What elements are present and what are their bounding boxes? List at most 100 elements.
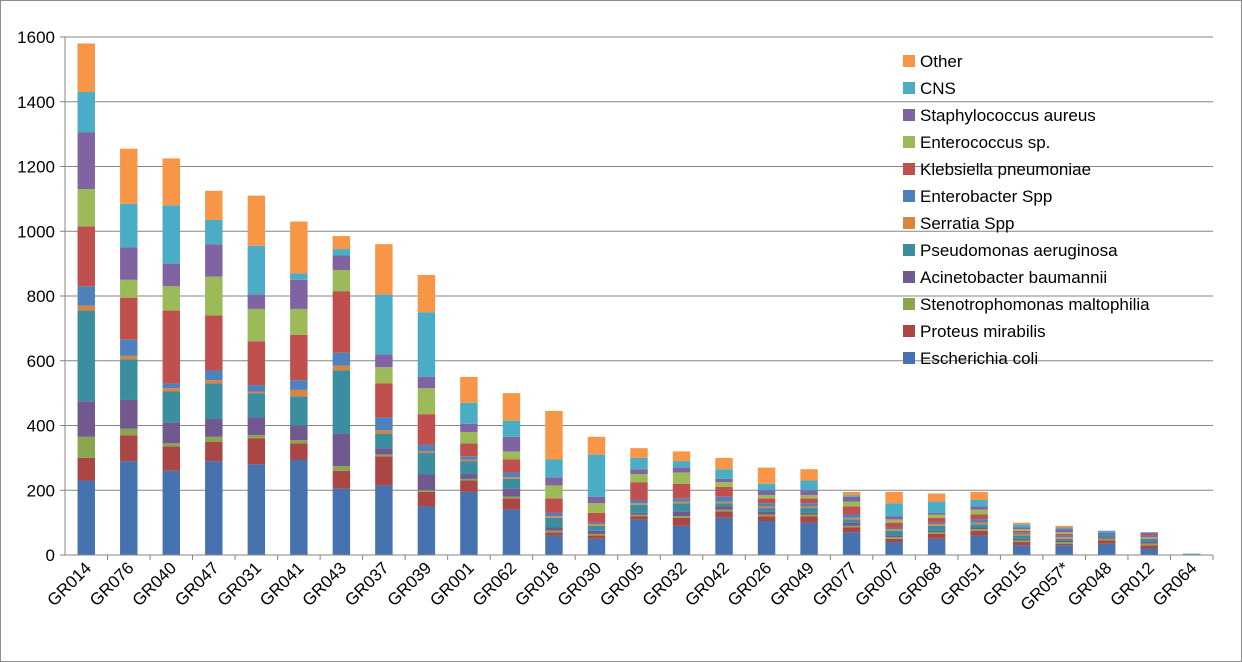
bar-segment xyxy=(672,461,691,468)
bar-segment xyxy=(1012,540,1031,543)
bar-segment xyxy=(247,438,266,465)
bar-segment xyxy=(332,291,351,353)
x-tick-label: GR041 xyxy=(256,558,308,610)
bar-segment xyxy=(205,244,223,277)
bar-segment xyxy=(205,315,223,371)
bar-segment xyxy=(205,190,223,220)
bar-segment xyxy=(290,221,308,274)
bar-segment xyxy=(545,527,563,531)
bar-segment xyxy=(757,498,776,504)
bar-segment xyxy=(885,542,903,555)
bar-segment xyxy=(672,501,691,504)
bar-segment xyxy=(757,467,776,484)
bar-segment xyxy=(927,525,946,531)
legend-label: Stenotrophomonas maltophilia xyxy=(920,295,1150,314)
bar-segment xyxy=(1012,542,1031,546)
bar-segment xyxy=(970,519,988,523)
bar-segment xyxy=(715,511,733,518)
bar-segment xyxy=(630,469,648,475)
bar-segment xyxy=(1140,545,1158,549)
y-axis-ticks: 0 200 400 600 800 1000 1200 1400 1600 xyxy=(17,28,65,565)
bar-segment xyxy=(1097,532,1116,534)
bar-segment xyxy=(970,514,988,520)
bar-segment xyxy=(290,440,308,444)
bar-segment xyxy=(1097,540,1116,544)
bar-segment xyxy=(247,245,266,295)
bar-segment xyxy=(460,443,478,457)
legend-swatch xyxy=(903,325,915,337)
bar-segment xyxy=(842,501,861,507)
bar-segment xyxy=(545,485,563,499)
bar-segment xyxy=(290,389,308,397)
bar-segment xyxy=(162,470,181,555)
bar-segment xyxy=(375,456,393,486)
bar-segment xyxy=(332,370,351,434)
bar-segment xyxy=(842,517,861,520)
bar-segment xyxy=(247,341,266,386)
bar-segment xyxy=(800,503,818,507)
bar-segment xyxy=(77,132,95,190)
bar-segment xyxy=(332,465,351,471)
bar-segment xyxy=(970,509,988,515)
bar-segment xyxy=(460,423,478,432)
bar-segment xyxy=(1140,537,1158,539)
bar-segment xyxy=(1055,527,1073,530)
bar-segment xyxy=(332,249,351,256)
legend-swatch xyxy=(903,244,915,256)
bar-segment xyxy=(800,506,818,509)
legend-swatch xyxy=(903,55,915,67)
bar-segment xyxy=(715,457,733,470)
bar-segment xyxy=(715,517,733,555)
bar-segment xyxy=(842,514,861,518)
x-tick-label: GR007 xyxy=(851,558,903,610)
bar-segment xyxy=(757,495,776,499)
x-tick-label: GR047 xyxy=(171,558,223,610)
x-tick-label: GR001 xyxy=(426,558,478,610)
legend-swatch xyxy=(903,298,915,310)
bar-segment xyxy=(290,380,308,390)
bar-segment xyxy=(885,529,903,531)
bar-segment xyxy=(502,420,521,437)
bar-segment xyxy=(1055,529,1073,533)
bar-segment xyxy=(460,459,478,462)
legend-label: Staphylococcus aureus xyxy=(920,106,1096,125)
bar-segment xyxy=(417,490,436,492)
bar-segment xyxy=(800,469,818,481)
legend-swatch xyxy=(903,109,915,121)
bar-segment xyxy=(715,478,733,483)
bar-segment xyxy=(672,516,691,518)
bar-segment xyxy=(1055,533,1073,536)
bar-segment xyxy=(332,470,351,489)
bar-segment xyxy=(1183,553,1201,555)
bar-segment xyxy=(1055,525,1073,528)
x-tick-label: GR018 xyxy=(511,558,563,610)
bar-segment xyxy=(927,532,946,534)
bar-segment xyxy=(1097,543,1116,555)
bar-segment xyxy=(332,236,351,250)
bar-segment xyxy=(290,443,308,460)
bar-segment xyxy=(970,499,988,507)
bar-segment xyxy=(842,506,861,515)
legend-swatch xyxy=(903,352,915,364)
legend-label: Acinetobacter baumannii xyxy=(920,268,1107,287)
bar-segment xyxy=(502,459,521,473)
bar-segment xyxy=(800,508,818,513)
y-tick-label: 1600 xyxy=(17,28,55,47)
bar-segment xyxy=(970,522,988,525)
bar-segment xyxy=(672,483,691,499)
bar-segment xyxy=(1012,532,1031,534)
bar-segment xyxy=(417,274,436,313)
bar-segment xyxy=(672,451,691,462)
legend-label: Escherichia coli xyxy=(920,349,1038,368)
legend-swatch xyxy=(903,136,915,148)
bar-segment xyxy=(885,491,903,504)
bar-segment xyxy=(842,495,861,497)
bar-segment xyxy=(205,441,223,462)
bar-segment xyxy=(460,376,478,403)
bar-segment xyxy=(205,380,223,384)
bar-segment xyxy=(1012,529,1031,531)
bar-segment xyxy=(545,530,563,533)
bar-segment xyxy=(77,436,95,458)
bar-segment xyxy=(77,457,95,481)
bar-segment xyxy=(460,474,478,479)
